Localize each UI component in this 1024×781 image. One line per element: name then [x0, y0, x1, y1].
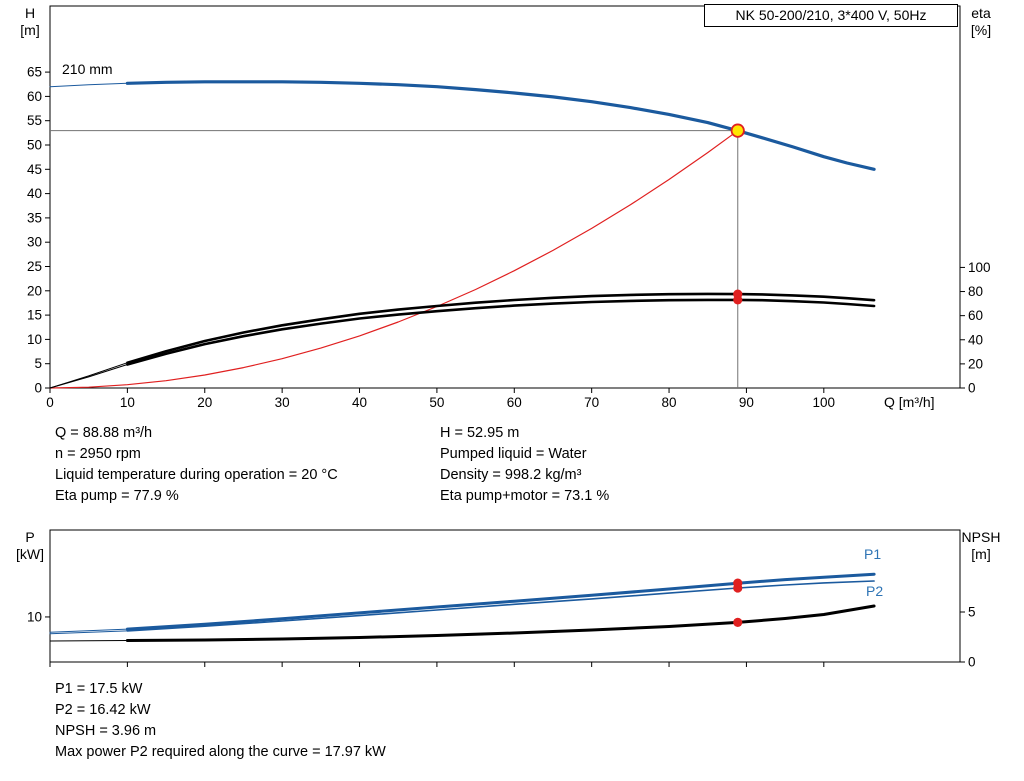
svg-text:5: 5	[968, 605, 976, 620]
svg-text:20: 20	[197, 395, 212, 410]
svg-text:50: 50	[429, 395, 444, 410]
svg-text:90: 90	[739, 395, 754, 410]
p2-curve-label: P2	[866, 583, 884, 599]
info-eta-pump-motor: Eta pump+motor = 73.1 %	[440, 488, 610, 504]
svg-text:60: 60	[27, 89, 42, 104]
svg-text:0: 0	[968, 655, 976, 670]
svg-text:NPSH: NPSH	[962, 529, 1001, 545]
info-flow: Q = 88.88 m³/h	[55, 425, 153, 441]
svg-text:30: 30	[27, 235, 42, 250]
svg-text:[m]: [m]	[971, 546, 990, 562]
svg-text:100: 100	[813, 395, 836, 410]
svg-text:100: 100	[968, 260, 991, 275]
result-p1: P1 = 17.5 kW	[55, 681, 143, 697]
svg-text:0: 0	[968, 381, 976, 396]
result-p2: P2 = 16.42 kW	[55, 702, 151, 718]
hq-eta-chart: 0 10 20 30 40 50 60 70 80 90 100 0 5 10 15 20 25 30 35 40 45…	[20, 5, 991, 410]
svg-text:0: 0	[34, 381, 42, 396]
svg-text:15: 15	[27, 308, 42, 323]
info-pumped-liquid: Pumped liquid = Water	[440, 446, 587, 462]
svg-text:40: 40	[352, 395, 367, 410]
svg-text:30: 30	[275, 395, 290, 410]
svg-text:Q [m³/h]: Q [m³/h]	[884, 394, 935, 410]
info-head: H = 52.95 m	[440, 425, 520, 441]
svg-text:[%]: [%]	[971, 22, 991, 38]
svg-text:80: 80	[662, 395, 677, 410]
svg-text:[m]: [m]	[20, 22, 39, 38]
result-npsh: NPSH = 3.96 m	[55, 723, 157, 739]
svg-text:20: 20	[27, 283, 42, 298]
info-density: Density = 998.2 kg/m³	[440, 467, 582, 483]
svg-text:50: 50	[27, 137, 42, 152]
svg-text:80: 80	[968, 284, 983, 299]
svg-text:10: 10	[27, 332, 42, 347]
svg-text:60: 60	[507, 395, 522, 410]
info-liquid-temperature: Liquid temperature during operation = 20…	[55, 467, 338, 483]
svg-text:5: 5	[34, 356, 42, 371]
svg-text:0: 0	[46, 395, 54, 410]
svg-text:10: 10	[120, 395, 135, 410]
operating-data-right: H = 52.95 m Pumped liquid = Water Densit…	[440, 423, 609, 507]
svg-text:35: 35	[27, 210, 42, 225]
svg-text:20: 20	[968, 356, 983, 371]
svg-text:40: 40	[27, 186, 42, 201]
svg-text:H: H	[25, 5, 35, 21]
svg-text:P: P	[25, 529, 34, 545]
svg-text:55: 55	[27, 113, 42, 128]
p1-curve-label: P1	[864, 546, 882, 562]
svg-text:10: 10	[27, 609, 42, 624]
info-eta-pump: Eta pump = 77.9 %	[55, 488, 179, 504]
svg-text:25: 25	[27, 259, 42, 274]
svg-text:45: 45	[27, 162, 42, 177]
result-max-power: Max power P2 required along the curve = …	[55, 744, 386, 760]
svg-text:65: 65	[27, 65, 42, 80]
svg-text:60: 60	[968, 308, 983, 323]
svg-text:70: 70	[584, 395, 599, 410]
impeller-size-label: 210 mm	[62, 61, 113, 77]
svg-text:eta: eta	[971, 5, 991, 21]
power-npsh-chart: 10 0 5 P[kW] NPSH[m]	[16, 529, 1001, 670]
pump-model-box: NK 50-200/210, 3*400 V, 50Hz	[704, 4, 958, 27]
result-data: P1 = 17.5 kW P2 = 16.42 kW NPSH = 3.96 m…	[55, 679, 386, 763]
info-speed: n = 2950 rpm	[55, 446, 141, 462]
svg-text:[kW]: [kW]	[16, 546, 44, 562]
operating-data-left: Q = 88.88 m³/h n = 2950 rpm Liquid tempe…	[55, 423, 338, 507]
svg-text:40: 40	[968, 332, 983, 347]
